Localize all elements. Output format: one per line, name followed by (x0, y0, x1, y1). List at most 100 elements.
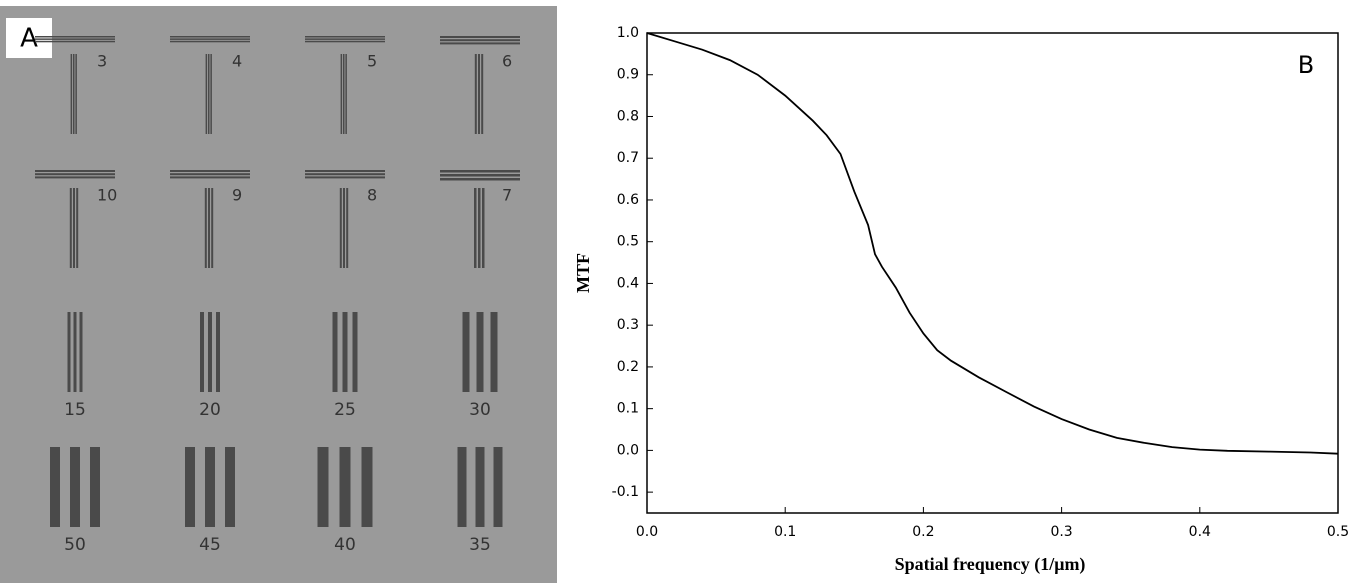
target-label: 50 (64, 535, 86, 555)
target-bar (343, 188, 345, 268)
target-bar (79, 312, 83, 392)
target-bar (225, 447, 235, 527)
target-bar (361, 447, 373, 527)
target-bar (35, 40, 115, 43)
y-tick-label: 0.8 (617, 108, 639, 124)
target-bar (216, 312, 220, 392)
x-tick-label: 0.0 (636, 524, 658, 540)
target-bar (339, 447, 351, 527)
target-bar (305, 176, 385, 179)
y-tick-label: 0.1 (617, 401, 639, 417)
target-label: 30 (469, 400, 491, 420)
target-bar (345, 54, 347, 134)
y-tick-label: -0.1 (612, 484, 639, 500)
target-bar (69, 188, 72, 268)
target-bar (208, 312, 212, 392)
target-bar (343, 54, 345, 134)
x-tick-label: 0.2 (912, 524, 934, 540)
target-bar (332, 312, 338, 392)
target-bar (204, 188, 207, 268)
x-tick-label: 0.1 (774, 524, 796, 540)
target-label: 45 (199, 535, 221, 555)
x-tick-label: 0.4 (1189, 524, 1211, 540)
target-label: 40 (334, 535, 356, 555)
target-bar (70, 447, 80, 527)
target-bar (305, 40, 385, 43)
target-bar (211, 188, 214, 268)
target-bar (50, 447, 60, 527)
x-axis-label: Spatial frequency (1/μm) (895, 554, 1086, 575)
target-label: 10 (97, 186, 117, 205)
target-bar (474, 188, 477, 268)
target-bar (339, 188, 342, 268)
target-bar (67, 312, 71, 392)
mtf-curve (646, 32, 1339, 455)
target-bar (478, 54, 480, 134)
target-label: 8 (367, 186, 377, 205)
target-label: 9 (232, 186, 242, 205)
y-tick-label: 0.6 (617, 192, 639, 208)
target-bar (35, 38, 115, 40)
target-bar (73, 188, 75, 268)
target-bar (440, 174, 520, 177)
target-bar (170, 40, 250, 43)
target-bar (462, 312, 470, 392)
target-bar (73, 312, 77, 392)
target-bar (352, 312, 358, 392)
target-bar (73, 54, 75, 134)
target-bar (90, 447, 100, 527)
target-label: 20 (199, 400, 221, 420)
target-label: 6 (502, 52, 512, 71)
target-bar (340, 54, 343, 134)
target-bar (440, 39, 520, 42)
target-label: 3 (97, 52, 107, 71)
target-bar (305, 38, 385, 40)
target-bar (76, 188, 79, 268)
target-label: 4 (232, 52, 242, 71)
target-bar (481, 54, 484, 134)
target-bar (490, 312, 498, 392)
target-bar (200, 312, 204, 392)
target-bar (35, 173, 115, 176)
target-bar (440, 36, 520, 38)
target-bar (476, 312, 484, 392)
y-tick-label: 0.4 (617, 275, 639, 291)
target-bar (205, 447, 215, 527)
target-bar (205, 54, 208, 134)
target-label: 35 (469, 535, 491, 555)
y-tick-label: 1.0 (617, 25, 639, 41)
target-bar (35, 176, 115, 179)
target-bar (474, 54, 477, 134)
target-bar (305, 170, 385, 172)
target-bar (317, 447, 329, 527)
target-bar (440, 42, 520, 45)
panel-label: A (20, 24, 38, 54)
target-label: 15 (64, 400, 86, 420)
target-bar (170, 170, 250, 172)
target-bar (305, 36, 385, 38)
target-bar (478, 188, 481, 268)
target-bar (35, 170, 115, 172)
y-axis-label: MTF (573, 253, 593, 293)
target-bar (493, 447, 503, 527)
target-bar (346, 188, 349, 268)
target-label: 25 (334, 400, 356, 420)
target-bar (475, 447, 485, 527)
panel-label: B (1298, 51, 1314, 79)
target-bar (305, 173, 385, 176)
target-bar (208, 188, 210, 268)
target-bar (482, 188, 485, 268)
y-tick-label: 0.9 (617, 67, 639, 83)
y-tick-label: 0.2 (617, 359, 639, 375)
x-tick-label: 0.3 (1050, 524, 1072, 540)
panel-label-box (6, 18, 52, 58)
target-bar (342, 312, 348, 392)
y-tick-label: 0.5 (617, 234, 639, 250)
target-label: 5 (367, 52, 377, 71)
target-bar (170, 38, 250, 40)
y-tick-label: 0.7 (617, 150, 639, 166)
y-tick-label: 0.3 (617, 317, 639, 333)
target-bar (440, 170, 520, 173)
